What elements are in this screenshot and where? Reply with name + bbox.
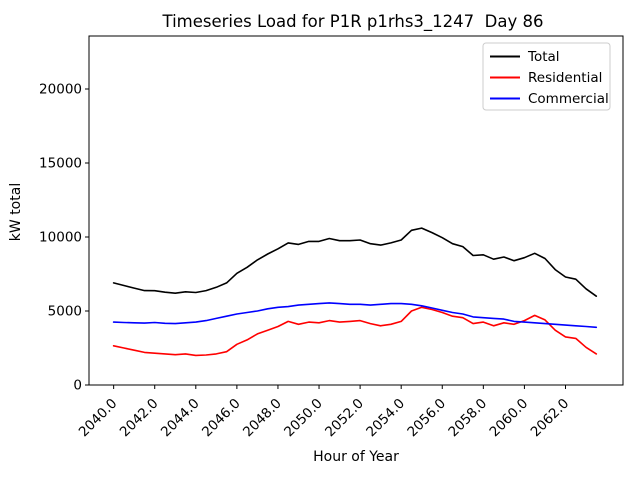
y-tick-label: 0 bbox=[73, 378, 82, 394]
x-axis-label: Hour of Year bbox=[313, 449, 399, 465]
legend-label-residential: Residential bbox=[528, 70, 602, 86]
y-tick-label: 10000 bbox=[39, 229, 82, 245]
legend-box bbox=[482, 42, 611, 111]
x-tick-label: 2044.0 bbox=[158, 396, 203, 441]
legend-label-total: Total bbox=[527, 49, 560, 65]
x-tick-label: 2062.0 bbox=[528, 396, 573, 441]
plot-contents: 050001000015000200002040.02042.02044.020… bbox=[39, 35, 624, 441]
series-line-commercial bbox=[112, 302, 598, 329]
x-tick-label: 2060.0 bbox=[487, 396, 532, 441]
x-tick-label: 2048.0 bbox=[240, 396, 285, 441]
x-tick-label: 2052.0 bbox=[322, 396, 367, 441]
y-tick-label: 15000 bbox=[39, 155, 82, 171]
y-axis-label: kW total bbox=[8, 183, 24, 241]
plot-frame bbox=[88, 35, 624, 386]
x-tick-label: 2042.0 bbox=[117, 396, 162, 441]
x-tick-label: 2058.0 bbox=[445, 396, 490, 441]
x-tick-label: 2046.0 bbox=[199, 396, 244, 441]
x-tick-label: 2050.0 bbox=[281, 396, 326, 441]
legend-label-commercial: Commercial bbox=[528, 91, 609, 107]
series-line-total bbox=[112, 227, 598, 298]
x-tick-label: 2040.0 bbox=[76, 396, 121, 441]
series-line-residential bbox=[112, 306, 598, 357]
x-tick-label: 2054.0 bbox=[363, 396, 408, 441]
chart-title: Timeseries Load for P1R p1rhs3_1247 Day … bbox=[162, 12, 544, 32]
x-tick-label: 2056.0 bbox=[404, 396, 449, 441]
y-tick-label: 20000 bbox=[39, 81, 82, 97]
y-tick-label: 5000 bbox=[48, 303, 82, 319]
